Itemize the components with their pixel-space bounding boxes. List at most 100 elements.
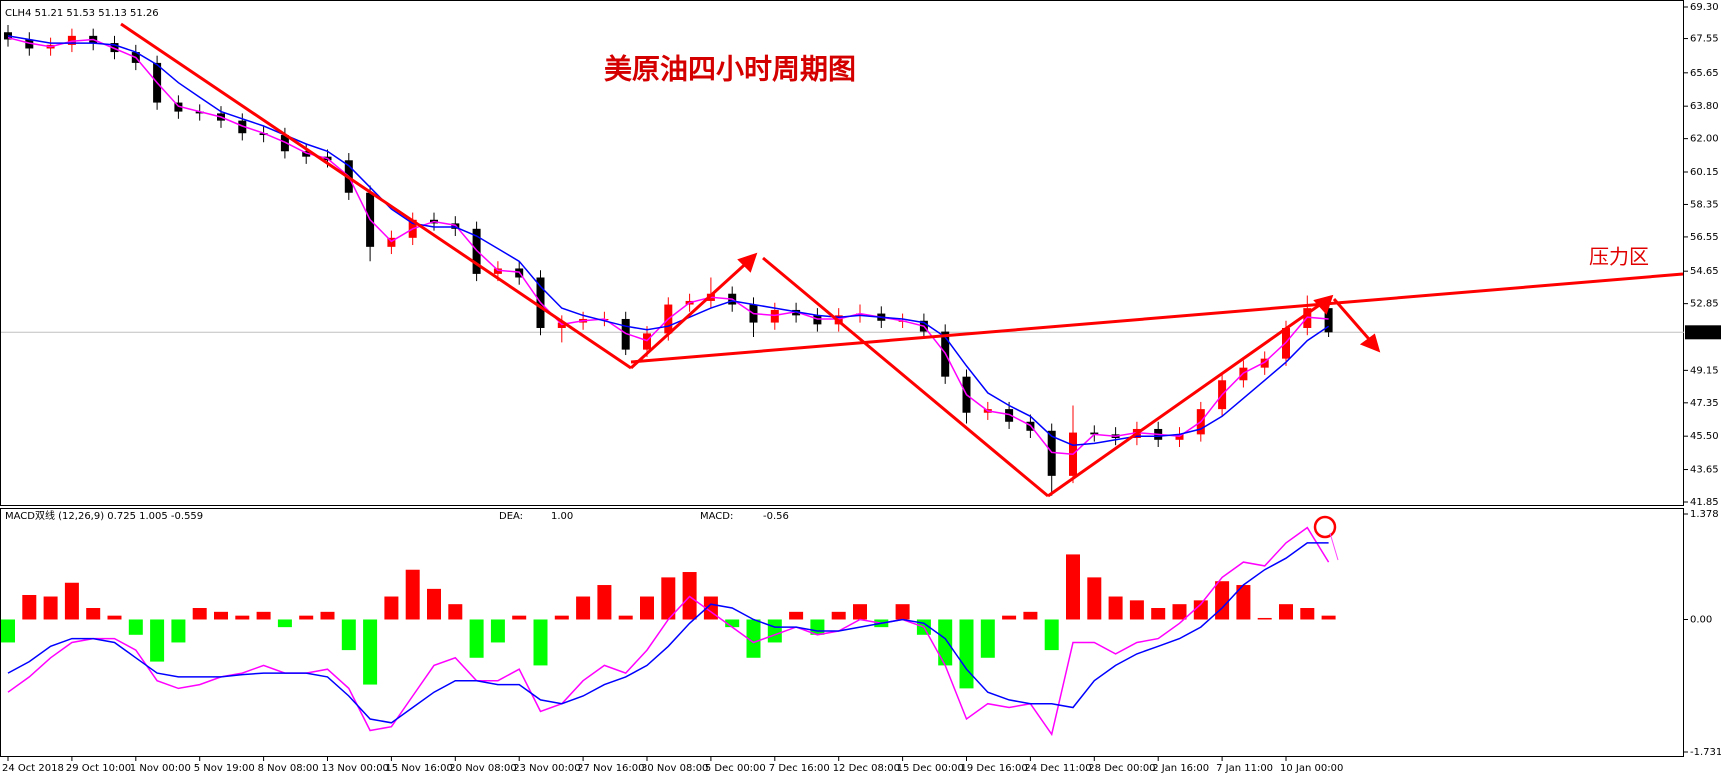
trend-line — [120, 22, 632, 370]
current-price-label: 51.26 — [1690, 327, 1719, 338]
x-tick-label: 12 Dec 08:00 — [833, 763, 900, 774]
readout-name: DEA: — [499, 511, 523, 522]
chart-title: 美原油四小时周期图 — [604, 53, 856, 86]
macd-bar — [1108, 596, 1123, 620]
macd-bar — [1023, 611, 1038, 620]
candle-body — [195, 111, 204, 114]
candle-body — [25, 39, 34, 49]
macd-bar — [490, 619, 505, 643]
readout-name: MACD: — [700, 511, 733, 522]
candle-body — [280, 135, 289, 152]
y-tick-label: 43.65 — [1690, 465, 1719, 476]
macd-bar — [980, 619, 995, 658]
macd-bar — [1151, 608, 1166, 620]
symbol-info: CLH4 51.21 51.53 51.13 51.26 — [5, 8, 159, 19]
highlight-circle — [1313, 515, 1337, 539]
macd-bar — [128, 619, 143, 635]
moving-average — [7, 35, 1330, 446]
x-tick-label: 15 Nov 16:00 — [385, 763, 452, 774]
macd-bar — [1, 619, 15, 643]
x-tick-label: 5 Dec 00:00 — [705, 763, 766, 774]
y-tick-label: 52.85 — [1690, 299, 1719, 310]
macd-title: MACD双线 (12,26,9) 0.725 1.005 -0.559 — [5, 509, 203, 522]
macd-bar — [1236, 585, 1251, 620]
candle-body — [387, 237, 396, 247]
macd-bar — [618, 615, 633, 620]
candle-body — [792, 309, 801, 316]
y-tick-label: 56.55 — [1690, 232, 1719, 243]
macd-bar — [363, 619, 378, 685]
candle-body — [856, 313, 864, 316]
macd-bar — [597, 585, 612, 620]
macd-bar — [107, 615, 122, 620]
x-tick-label: 8 Nov 08:00 — [258, 763, 319, 774]
y-tick-label: 54.65 — [1690, 266, 1719, 277]
candle-body — [1005, 409, 1014, 422]
macd-bar — [1002, 615, 1017, 620]
macd-bar — [150, 619, 165, 662]
trend-line — [1332, 298, 1377, 347]
x-tick-label: 7 Jan 11:00 — [1216, 763, 1273, 774]
macd-bar — [235, 615, 250, 620]
macd-bar — [746, 619, 761, 658]
macd-bar — [1066, 554, 1080, 620]
macd-bar — [1193, 600, 1208, 620]
candle-body — [259, 133, 268, 136]
arrow-head — [737, 252, 758, 273]
y-tick-label: 58.35 — [1690, 199, 1719, 210]
x-tick-label: 19 Dec 16:00 — [961, 763, 1028, 774]
candle-body — [238, 120, 247, 134]
x-tick-label: 2 Jan 16:00 — [1152, 763, 1209, 774]
macd-bar — [341, 619, 356, 651]
y-tick-label: 45.50 — [1690, 431, 1719, 442]
macd-bar — [1044, 619, 1059, 651]
candle-body — [493, 268, 502, 274]
candle-body — [4, 32, 12, 40]
y-tick-label: 67.55 — [1690, 34, 1719, 45]
macd-bar — [384, 596, 399, 620]
y-tick-label: 1.378 — [1690, 509, 1719, 520]
macd-bar — [767, 619, 782, 643]
macd-bar — [299, 615, 314, 620]
macd-bar — [640, 596, 654, 620]
candle-body — [770, 309, 779, 323]
macd-bar — [192, 608, 207, 620]
x-tick-label: 20 Nov 08:00 — [449, 763, 516, 774]
macd-line — [7, 542, 1329, 724]
macd-bar — [895, 604, 910, 620]
macd-bar — [831, 611, 846, 620]
macd-bar — [86, 608, 101, 620]
x-tick-label: 30 Nov 08:00 — [641, 763, 708, 774]
price-panel — [0, 0, 1684, 506]
macd-panel — [0, 508, 1684, 757]
macd-bar — [853, 604, 867, 620]
macd-bar — [576, 596, 591, 620]
candle-body — [1324, 308, 1333, 333]
macd-bar — [22, 594, 37, 620]
candle-body — [302, 151, 311, 157]
macd-bar — [277, 619, 292, 628]
x-tick-label: 29 Oct 10:00 — [66, 763, 131, 774]
macd-bar — [1300, 608, 1315, 620]
x-tick-label: 24 Oct 2018 — [2, 763, 64, 774]
macd-bar — [405, 569, 420, 620]
macd-bar — [1321, 615, 1336, 620]
x-tick-label: 5 Nov 19:00 — [194, 763, 255, 774]
macd-bar — [1215, 581, 1230, 620]
candle-body — [1175, 434, 1184, 440]
macd-bar — [533, 619, 548, 666]
macd-bar — [469, 619, 484, 658]
current-price-box — [1685, 325, 1721, 340]
x-tick-label: 10 Jan 00:00 — [1280, 763, 1343, 774]
resistance-line — [630, 272, 1684, 364]
annotations — [120, 22, 1684, 561]
macd-bar — [725, 619, 740, 628]
macd-bar — [171, 619, 186, 643]
candle-body — [813, 315, 822, 325]
y-tick-label: 69.30 — [1690, 2, 1719, 13]
macd-bar — [1172, 604, 1187, 620]
candle-body — [1260, 358, 1269, 368]
macd-bar — [43, 596, 58, 620]
macd-bar — [1129, 600, 1144, 620]
